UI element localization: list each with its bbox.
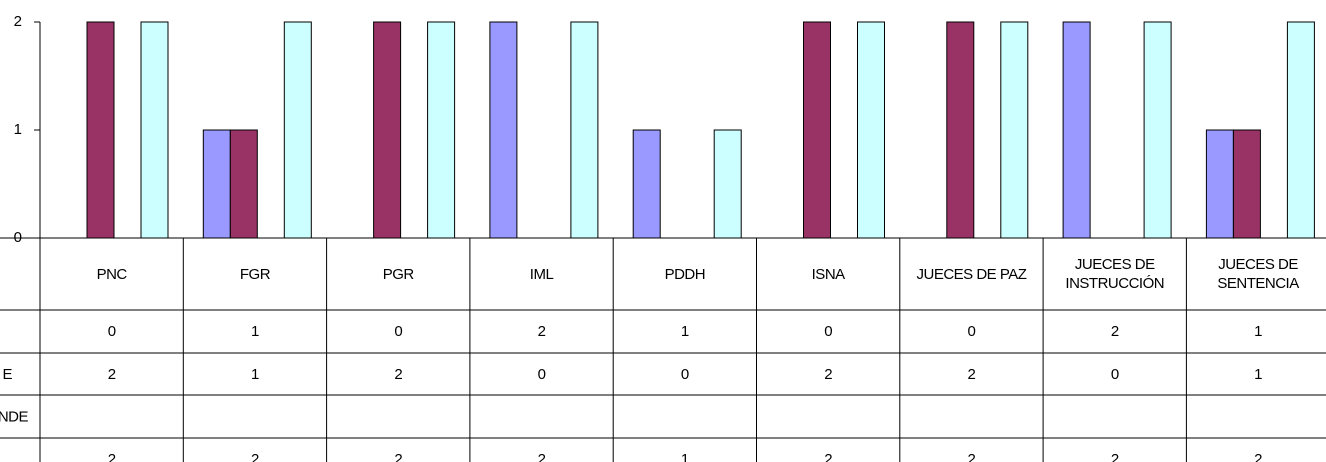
table-value: 2 xyxy=(1110,450,1119,462)
bar xyxy=(1143,21,1172,239)
x-tick-label: PNC xyxy=(96,265,128,283)
legend-label: NDE xyxy=(0,408,28,425)
bar xyxy=(86,21,115,239)
x-tick-label: FGR xyxy=(239,265,271,283)
bar xyxy=(373,21,402,239)
table-value: 2 xyxy=(537,323,546,340)
bar xyxy=(202,129,231,239)
table-value: 2 xyxy=(394,450,403,462)
table-value: 0 xyxy=(680,365,689,383)
table-value: 0 xyxy=(824,323,833,340)
bar xyxy=(946,21,975,239)
table-value: 2 xyxy=(1110,323,1119,340)
table-value: 0 xyxy=(1110,365,1119,383)
table-value: 0 xyxy=(537,365,546,383)
table-value: 2 xyxy=(394,365,403,383)
bar xyxy=(713,129,742,239)
table-value: 2 xyxy=(824,450,833,462)
table-value: 0 xyxy=(107,323,116,340)
y-tick-label: 1 xyxy=(14,121,22,138)
bar xyxy=(570,21,599,239)
x-tick-label: JUECES DE INSTRUCCIÓN xyxy=(1065,256,1165,292)
bar xyxy=(857,21,885,239)
table-value: 1 xyxy=(680,323,689,340)
bar xyxy=(229,129,258,239)
table-value: 1 xyxy=(1254,323,1262,340)
table-value: 2 xyxy=(824,365,833,383)
legend-label: E xyxy=(2,366,12,383)
table-value: 2 xyxy=(1254,450,1262,462)
x-tick-label: IML xyxy=(529,265,554,283)
table-value: 2 xyxy=(251,450,259,462)
table-value: 1 xyxy=(251,323,259,340)
bar xyxy=(1286,21,1315,239)
y-tick-label: 2 xyxy=(14,13,22,30)
bar xyxy=(427,21,456,239)
table-value: 2 xyxy=(107,450,116,462)
table-value: 2 xyxy=(967,450,976,462)
bar xyxy=(1232,129,1261,239)
x-tick-label: PDDH xyxy=(664,265,706,283)
bar xyxy=(489,21,518,239)
table-value: 1 xyxy=(680,450,689,462)
x-tick-label: ISNA xyxy=(811,265,846,283)
table-value: 2 xyxy=(967,365,976,383)
x-tick-label: JUECES DE SENTENCIA xyxy=(1217,256,1299,292)
bar xyxy=(1205,129,1234,239)
table-value: 1 xyxy=(251,365,259,383)
table-value: 0 xyxy=(967,323,976,340)
bar xyxy=(1062,21,1091,239)
table-value: 2 xyxy=(537,450,546,462)
y-tick-label: 0 xyxy=(14,229,22,246)
bar xyxy=(803,21,831,239)
bar xyxy=(1000,21,1029,239)
x-tick-label: JUECES DE PAZ xyxy=(916,265,1027,283)
table-value: 2 xyxy=(107,365,116,383)
bar xyxy=(632,129,661,239)
table-value: 1 xyxy=(1254,365,1262,383)
table-value: 0 xyxy=(394,323,403,340)
bar xyxy=(283,21,312,239)
x-tick-label: PGR xyxy=(382,265,415,283)
bar xyxy=(140,21,169,239)
